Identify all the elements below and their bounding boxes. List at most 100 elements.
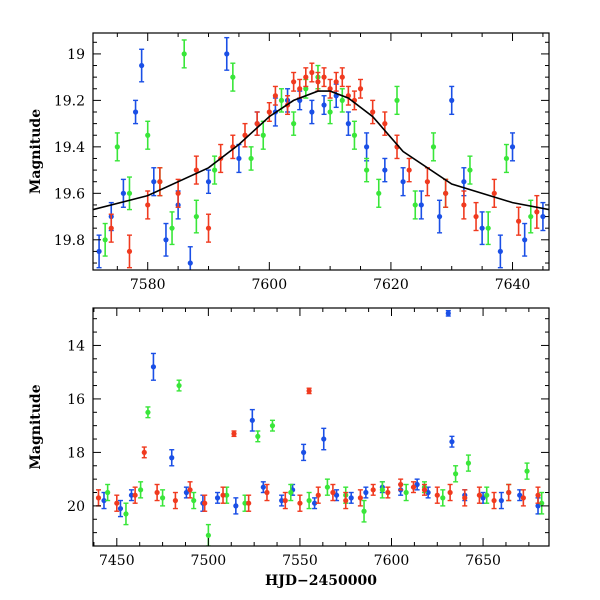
data-point: [394, 97, 400, 103]
y-tick-label: 19.6: [54, 186, 85, 202]
data-point: [145, 409, 151, 415]
data-point: [509, 144, 516, 150]
data-point: [303, 74, 309, 80]
data-point: [461, 202, 467, 208]
data-point: [187, 260, 193, 266]
data-point: [236, 155, 242, 162]
data-point: [123, 511, 129, 517]
data-point: [96, 248, 102, 255]
data-point: [297, 500, 303, 506]
data-point: [126, 248, 133, 255]
data-point: [242, 500, 248, 506]
data-point: [205, 532, 211, 538]
zoom-panel: 7580 7600 7620 7640 19 19.2 19.4 19.6 19.8 Magnit…: [28, 32, 550, 293]
y-axis-title: Magnitude: [28, 109, 44, 194]
data-point: [303, 86, 309, 92]
data-point: [95, 495, 102, 501]
data-point: [491, 497, 497, 504]
plot-frame: [92, 307, 550, 547]
data-point: [357, 495, 363, 501]
data-point: [266, 109, 272, 115]
data-point: [379, 487, 385, 493]
data-point: [491, 190, 497, 196]
data-point: [447, 489, 453, 496]
data-point: [400, 179, 406, 185]
data-point: [506, 489, 512, 496]
data-point: [145, 202, 151, 208]
data-point: [187, 487, 193, 493]
x-axis-title: HJD−2450000: [265, 573, 377, 589]
data-point: [117, 505, 124, 512]
data-point: [385, 489, 391, 496]
y-tick-label: 14: [67, 338, 85, 354]
data-point: [150, 364, 157, 370]
data-point: [193, 167, 199, 173]
data-point: [436, 213, 443, 220]
data-point: [181, 51, 187, 57]
data-point: [540, 213, 546, 220]
data-point: [163, 237, 169, 243]
data-point: [297, 86, 303, 92]
series-blue: [101, 309, 541, 518]
data-point: [339, 74, 345, 80]
data-point: [324, 484, 331, 490]
data-point: [183, 489, 189, 496]
data-point: [139, 62, 145, 69]
data-point: [141, 449, 147, 456]
data-point: [327, 109, 333, 115]
data-point: [224, 492, 230, 498]
data-point: [278, 97, 285, 103]
data-point: [348, 495, 354, 501]
data-point: [145, 132, 151, 138]
data-point: [398, 481, 404, 488]
data-point: [485, 225, 491, 231]
data-point: [321, 436, 327, 442]
data-point: [242, 132, 248, 138]
data-point: [176, 382, 182, 389]
model-curve: [93, 90, 549, 211]
series-red: [95, 387, 541, 512]
data-point: [330, 489, 336, 496]
data-point: [260, 484, 266, 490]
data-point: [376, 190, 382, 196]
data-point: [191, 497, 197, 504]
data-point: [114, 500, 120, 506]
data-point: [120, 190, 126, 196]
data-point: [291, 121, 297, 127]
data-point: [467, 167, 473, 173]
data-point: [282, 497, 288, 504]
plot-area: [93, 36, 549, 270]
data-point: [410, 484, 417, 490]
data-point: [357, 86, 364, 92]
data-point: [220, 492, 226, 498]
plot-frame: [92, 32, 550, 271]
data-point: [214, 495, 221, 501]
y-axis-title: Magnitude: [28, 384, 44, 469]
data-point: [522, 237, 528, 243]
data-point: [462, 495, 468, 501]
data-point: [311, 500, 318, 506]
data-point: [535, 503, 541, 509]
x-tick-label: 7640: [495, 277, 531, 293]
data-point: [461, 179, 467, 185]
data-point: [465, 460, 472, 466]
data-point: [339, 97, 345, 103]
data-point: [473, 213, 479, 220]
data-point: [333, 79, 339, 85]
data-point: [524, 468, 530, 474]
x-tick-label: 7550: [282, 553, 318, 569]
data-point: [403, 489, 409, 496]
data-point: [321, 102, 327, 108]
y-tick-label: 19.2: [54, 93, 85, 109]
x-tick-label: 7450: [99, 553, 135, 569]
data-point: [534, 209, 540, 215]
data-point: [449, 439, 455, 445]
data-point: [159, 495, 166, 501]
data-point: [205, 225, 212, 231]
data-point: [154, 489, 160, 496]
data-point: [497, 248, 503, 255]
data-point: [157, 179, 163, 185]
data-point: [440, 495, 446, 501]
x-tick-label: 7580: [130, 277, 166, 293]
